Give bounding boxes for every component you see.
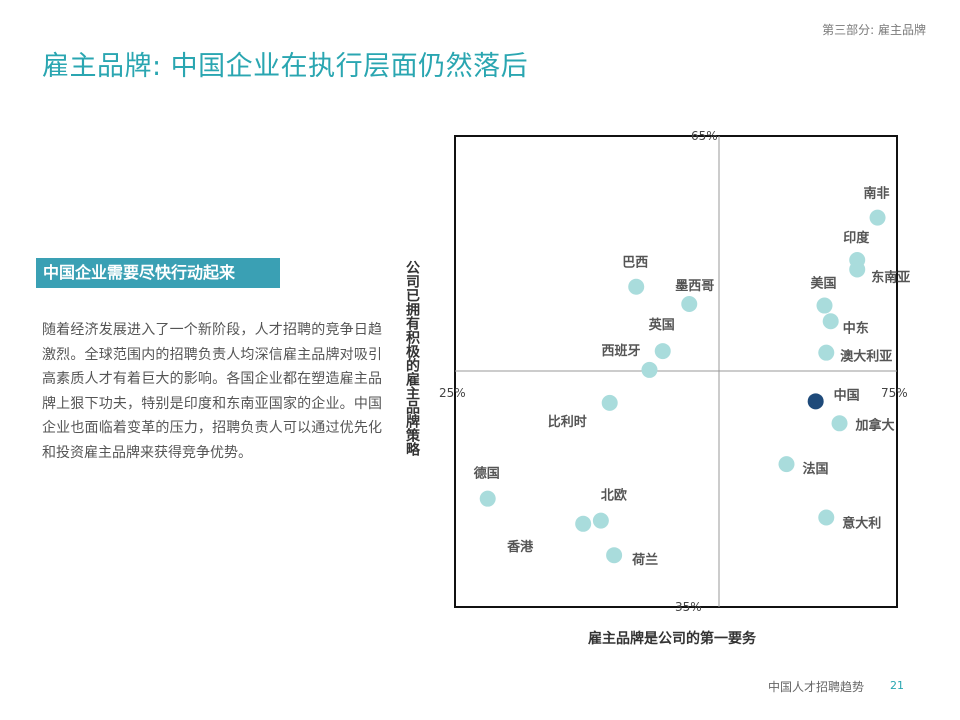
data-point-15: [592, 512, 609, 529]
data-point-5: [816, 297, 833, 314]
point-label-13: 法国: [803, 461, 829, 477]
point-label-11: 比利时: [548, 414, 587, 430]
x-axis-label: 雇主品牌是公司的第一要务: [588, 630, 757, 647]
point-label-16: 香港: [506, 539, 534, 555]
point-label-7: 英国: [648, 317, 675, 333]
point-label-14: 德国: [474, 466, 500, 482]
data-point-18: [606, 547, 623, 564]
point-label-10: 中国: [834, 387, 860, 403]
page-title: 雇主品牌: 中国企业在执行层面仍然落后: [42, 51, 529, 82]
data-point-16: [575, 515, 592, 532]
y-axis-label: 公司已拥有积极的雇主品牌策略: [404, 260, 421, 456]
section-label: 第三部分: 雇主品牌: [822, 23, 926, 37]
data-point-12: [831, 415, 848, 432]
data-point-17: [818, 509, 835, 526]
data-point-4: [681, 295, 698, 312]
data-point-0: [869, 209, 886, 226]
callout-heading: 中国企业需要尽快行动起来: [36, 258, 280, 288]
data-point-13: [778, 456, 795, 473]
point-label-2: 东南亚: [871, 269, 910, 285]
data-point-6: [822, 313, 839, 330]
point-label-5: 美国: [811, 276, 837, 292]
page-number: 21: [890, 679, 904, 692]
data-point-7: [654, 343, 671, 360]
y-tick-top: 65%: [691, 129, 718, 143]
point-label-15: 北欧: [601, 488, 627, 504]
y-tick-bottom: 35%: [675, 600, 702, 614]
point-label-3: 巴西: [622, 256, 648, 271]
data-point-10: [807, 393, 824, 410]
x-tick-right: 75%: [881, 386, 908, 400]
data-point-2: [849, 261, 866, 278]
point-label-17: 意大利: [842, 516, 881, 532]
callout-body: 随着经济发展进入了一个新阶段，人才招聘的竞争日趋激烈。全球范围内的招聘负责人均深…: [42, 322, 382, 461]
footer-text: 中国人才招聘趋势: [768, 680, 865, 694]
point-label-0: 南非: [864, 186, 890, 202]
data-point-3: [628, 278, 645, 295]
point-label-12: 加拿大: [855, 417, 895, 433]
point-label-4: 墨西哥: [675, 278, 714, 294]
point-label-1: 印度: [843, 230, 870, 246]
point-label-18: 荷兰: [631, 552, 658, 568]
point-label-8: 澳大利亚: [840, 349, 892, 365]
x-tick-left: 25%: [439, 386, 466, 400]
data-point-14: [479, 490, 496, 507]
data-point-8: [818, 344, 835, 361]
data-point-9: [641, 361, 658, 378]
point-label-6: 中东: [843, 320, 869, 336]
point-label-9: 西班牙: [601, 343, 640, 359]
data-point-11: [601, 394, 618, 411]
